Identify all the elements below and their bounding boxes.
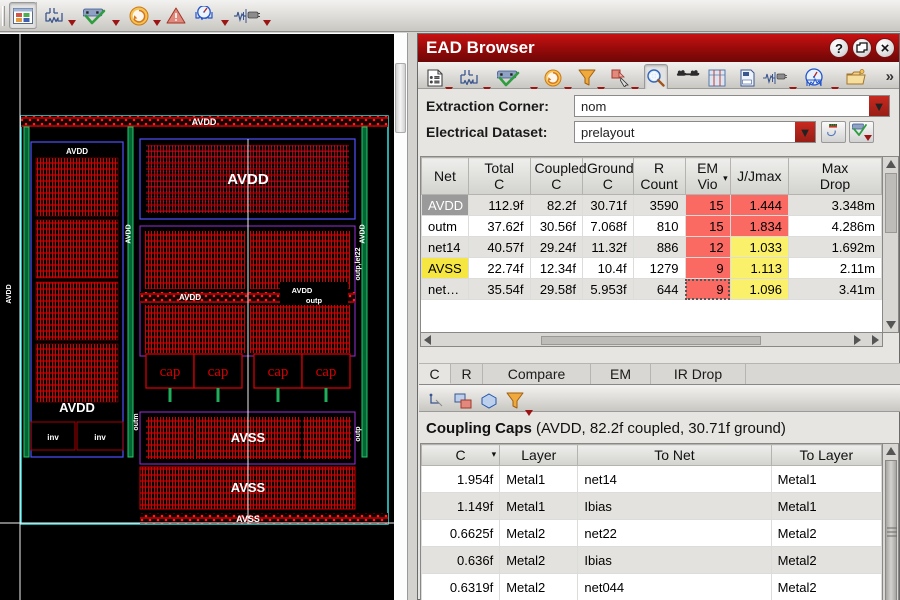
svg-text:outp: outp: [355, 426, 362, 441]
svg-text:inv: inv: [94, 433, 106, 442]
svg-text:outm: outm: [133, 413, 140, 430]
svg-text:AVDD: AVDD: [192, 117, 217, 127]
svg-text:AVDD: AVDD: [6, 284, 13, 303]
svg-text:AVDD: AVDD: [126, 224, 133, 243]
svg-text:AVDD: AVDD: [292, 286, 313, 295]
svg-text:cap: cap: [316, 364, 337, 380]
svg-text:AVDD: AVDD: [59, 400, 95, 415]
svg-text:cap: cap: [160, 364, 181, 380]
svg-text:AVDD: AVDD: [360, 224, 367, 243]
svg-text:outp,let22: outp,let22: [355, 247, 362, 280]
svg-text:inv: inv: [47, 433, 59, 442]
svg-text:AVDD: AVDD: [179, 293, 201, 302]
svg-text:AVDD: AVDD: [66, 147, 88, 156]
svg-text:outp: outp: [306, 296, 323, 305]
svg-text:cap: cap: [208, 364, 229, 380]
svg-text:cap: cap: [268, 364, 289, 380]
